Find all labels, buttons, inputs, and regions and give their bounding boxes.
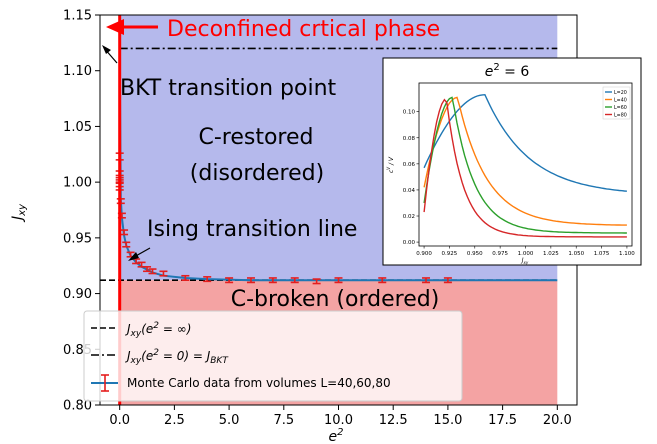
x-axis-ticks: 0.0 2.5 5.0 7.5 10.0 12.5 15.0 17.5 20.0 [109, 405, 572, 428]
x-tick-label: 12.5 [379, 413, 408, 428]
inset-y-tick-label: 0.04 [403, 188, 416, 194]
bkt-transition-label: BKT transition point [120, 76, 337, 101]
bkt-arrow [102, 45, 118, 64]
ising-arrow [128, 247, 151, 261]
c-restored-sub-label: (disordered) [190, 161, 324, 186]
data-point [422, 277, 431, 284]
ising-transition-label: Ising transition line [147, 217, 357, 242]
y-tick-label: 0.95 [63, 231, 92, 246]
inset-x-tick-label: 0.900 [416, 251, 432, 257]
c-restored-label: C-restored [198, 125, 313, 150]
inset-y-axis-label: cV / V [386, 156, 395, 173]
inset-curves [423, 93, 627, 238]
inset-legend: L=20L=40 L=60L=80 [602, 86, 631, 120]
data-point [181, 274, 190, 282]
data-point [143, 266, 152, 273]
legend: Jxy(e2 = ∞) Jxy(e2 = 0) = JBKT Monte Car… [83, 310, 463, 402]
data-point [148, 268, 157, 275]
c-broken-label: C-broken (ordered) [231, 287, 440, 312]
inset-y-tick-label: 0.02 [403, 214, 415, 220]
x-tick-label: 10.0 [324, 413, 353, 428]
inset-title: e2 = 6 [485, 62, 530, 80]
inset-x-tick-label: 1.075 [594, 251, 610, 257]
inset-curve [423, 96, 627, 226]
inset-y-tick-label: 0.06 [403, 162, 416, 168]
y-tick-label: 1.05 [63, 120, 92, 135]
inset-x-axis-label: Jxy [521, 257, 529, 265]
y-tick-label: 1.15 [63, 9, 92, 24]
data-point [203, 276, 212, 283]
y-tick-label: 0.90 [63, 287, 92, 302]
inset-x-tick-label: 1.000 [518, 251, 534, 257]
inset-x-tick-label: 0.925 [442, 251, 458, 257]
inset-legend-label: L=80 [614, 112, 627, 118]
data-point [120, 229, 129, 236]
inset-y-axis-ticks: 0.00 0.02 0.04 0.06 0.08 0.10 [403, 110, 419, 246]
x-axis-label: e2 [329, 427, 344, 444]
data-point [122, 241, 131, 248]
inset-curve [423, 98, 627, 238]
svg-text:Jxy(e2 = ∞): Jxy(e2 = ∞) [125, 321, 191, 339]
inset-plot: e2 = 6 0.900 0.925 0.950 0.975 1.000 1.025 1.0… [382, 57, 642, 266]
data-point [225, 277, 234, 284]
inset-x-axis-ticks: 0.900 0.925 0.950 0.975 1.000 1.025 1.050 1.075… [416, 246, 635, 257]
legend-item-bkt: Jxy(e2 = 0) = JBKT [91, 348, 229, 366]
legend-item-monte-carlo: Monte Carlo data from volumes L=40,60,80 [91, 374, 391, 392]
inset-x-tick-label: 1.025 [543, 251, 559, 257]
inset-y-tick-label: 0.10 [403, 110, 416, 116]
data-point [312, 278, 321, 285]
inset-legend-label: L=40 [614, 97, 627, 103]
inset-x-tick-label: 1.050 [568, 251, 584, 257]
inset-legend-label: L=20 [614, 90, 627, 96]
x-tick-label: 0.0 [109, 413, 130, 428]
data-point [159, 270, 168, 277]
x-tick-label: 15.0 [433, 413, 462, 428]
y-tick-label: 1.10 [63, 64, 92, 79]
inset-legend-label: L=60 [614, 105, 627, 111]
x-tick-label: 20.0 [543, 413, 572, 428]
legend-box [83, 310, 463, 402]
inset-y-tick-label: 0.00 [403, 240, 416, 246]
data-point [334, 277, 343, 284]
inset-x-tick-label: 0.950 [467, 251, 483, 257]
y-tick-label: 1.00 [63, 176, 92, 191]
inset-x-tick-label: 1.100 [619, 251, 635, 257]
inset-background [382, 57, 642, 266]
inset-y-tick-label: 0.08 [403, 136, 416, 142]
svg-text:Jxy(e2 = 0) = JBKT: Jxy(e2 = 0) = JBKT [125, 348, 229, 366]
deconfined-arrow [106, 19, 158, 35]
data-point [378, 277, 387, 284]
deconfined-phase-label: Deconfined crtical phase [167, 17, 440, 42]
x-tick-label: 5.0 [219, 413, 240, 428]
data-point [290, 277, 299, 284]
data-point [246, 277, 255, 284]
x-tick-label: 7.5 [273, 413, 294, 428]
legend-item-infinite: Jxy(e2 = ∞) [91, 321, 191, 339]
inset-curve [423, 93, 627, 192]
svg-text:Monte Carlo data from volumes: Monte Carlo data from volumes L=40,60,80 [127, 376, 391, 390]
data-point [443, 277, 452, 284]
x-tick-label: 2.5 [164, 413, 185, 428]
inset-curve [423, 96, 627, 234]
y-tick-label: 0.80 [63, 399, 92, 414]
y-axis-label: Jxy [10, 203, 28, 223]
data-point [268, 277, 277, 284]
x-tick-label: 17.5 [488, 413, 517, 428]
inset-x-tick-label: 0.975 [492, 251, 508, 257]
